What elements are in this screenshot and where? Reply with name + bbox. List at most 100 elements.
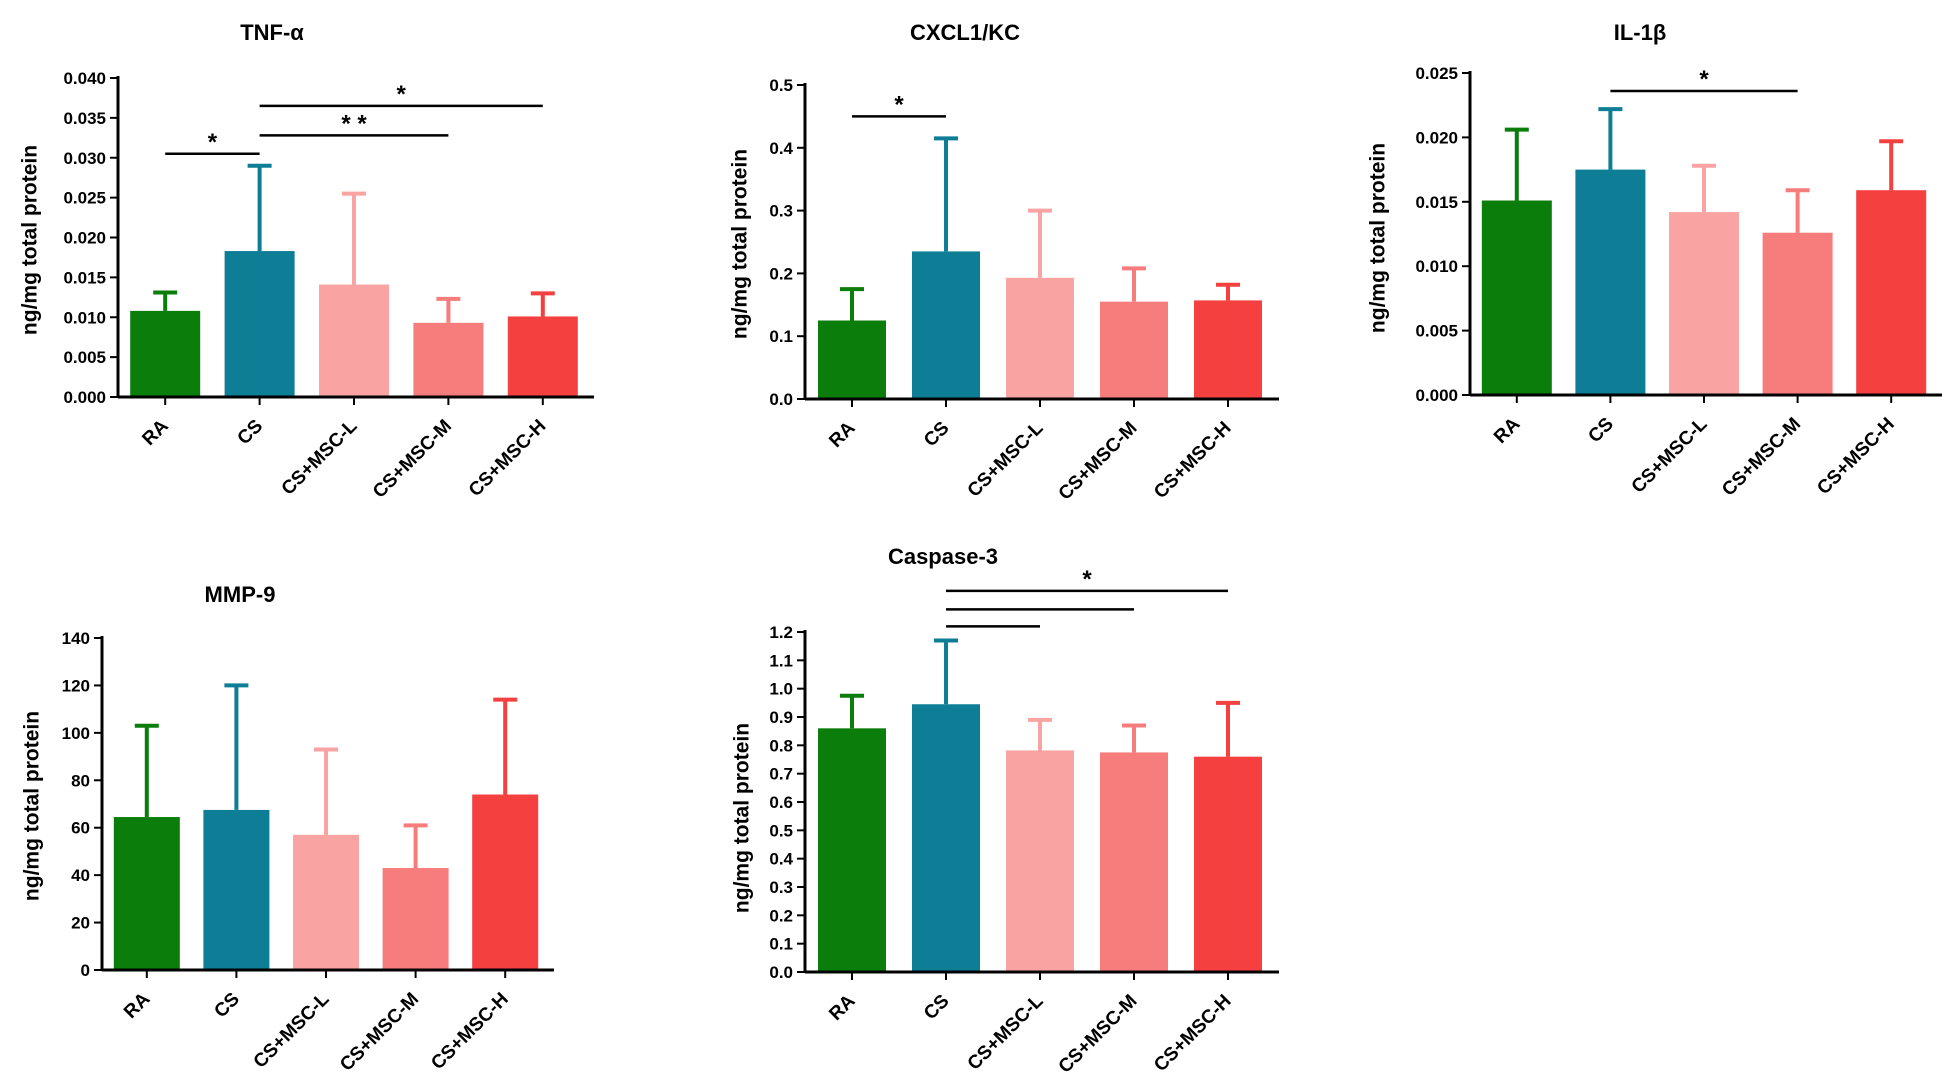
y-axis-label: ng/mg total protein: [730, 723, 753, 913]
y-tick-label: 0.000: [1415, 386, 1458, 405]
x-tick-label: CS+MSC-M: [336, 989, 423, 1076]
y-tick-label: 40: [71, 866, 90, 885]
y-tick-label: 0.6: [769, 793, 793, 812]
panel-tnf-alpha: TNF-α ng/mg total protein 0.000 0.005 0.010 0…: [18, 20, 594, 503]
x-tick-label: RA: [825, 417, 859, 451]
significance-marker: *: [208, 129, 218, 156]
y-tick-label: 0.1: [769, 935, 793, 954]
y-tick-label: 60: [71, 819, 90, 838]
bar-ra: [818, 728, 886, 972]
chart-title: IL-1β: [1614, 20, 1667, 45]
y-tick-label: 1.1: [769, 651, 793, 670]
y-tick-label: 0.005: [1415, 322, 1458, 341]
bar-ra: [818, 320, 886, 399]
y-axis-label: ng/mg total protein: [20, 711, 43, 901]
y-tick-label: 140: [62, 629, 90, 648]
bar-ra: [113, 817, 180, 970]
y-tick-label: 100: [62, 724, 90, 743]
chart-title: Caspase-3: [888, 544, 998, 569]
bar-cs-msc-l: [293, 834, 359, 970]
panel-mmp-9: MMP-9 ng/mg total protein 0 20 40 60 80 100 120 1…: [20, 582, 554, 1076]
x-tick-label: CS: [920, 991, 954, 1025]
panel-il-1-beta: IL-1β ng/mg total protein 0.000 0.005 0.010 0…: [1366, 20, 1942, 501]
bar-cs-msc-h: [1856, 190, 1927, 395]
y-tick-label: 0.7: [769, 765, 793, 784]
y-tick-label: 1.2: [769, 623, 793, 642]
x-tick-label: RA: [825, 990, 859, 1024]
y-tick-label: 0.030: [63, 149, 106, 168]
bar-ra: [130, 310, 201, 397]
x-tick-label: CS: [920, 418, 954, 452]
x-tick-label: CS+MSC-H: [1150, 418, 1235, 503]
y-tick-label: 0.020: [63, 229, 106, 248]
x-tick-label: CS+MSC-L: [964, 990, 1048, 1074]
significance-marker: *: [894, 91, 904, 118]
y-tick-label: 120: [62, 676, 90, 695]
bar-cs-msc-h: [1194, 300, 1262, 399]
y-axis-label: ng/mg total protein: [1366, 143, 1389, 333]
significance-marker: *: [397, 81, 407, 108]
bar-cs-msc-l: [1006, 277, 1074, 399]
bar-cs-msc-m: [382, 868, 449, 970]
x-tick-label: CS: [210, 989, 244, 1023]
y-tick-label: 0.1: [769, 327, 793, 346]
y-tick-label: 0.015: [63, 268, 106, 287]
bar-cs-msc-h: [1194, 756, 1262, 972]
x-tick-label: CS+MSC-H: [427, 989, 512, 1074]
y-tick-label: 0.3: [769, 878, 793, 897]
y-tick-label: 0.040: [63, 69, 106, 88]
axes: [94, 636, 554, 978]
y-tick-label: 0.4: [769, 850, 793, 869]
x-tick-label: CS+MSC-H: [1813, 414, 1898, 499]
x-tick-label: RA: [138, 415, 172, 449]
panel-cxcl1-kc: CXCL1/KC ng/mg total protein 0.0 0.1 0.2 0.3 0…: [728, 20, 1279, 505]
bar-cs: [1575, 169, 1646, 395]
chart-title: TNF-α: [240, 20, 304, 45]
x-tick-label: CS+MSC-M: [1718, 414, 1805, 501]
y-tick-label: 0.015: [1415, 193, 1458, 212]
y-tick-label: 0.3: [769, 202, 793, 221]
x-tick-label: CS+MSC-L: [964, 417, 1048, 501]
y-tick-label: 0.025: [63, 189, 106, 208]
bar-cs: [912, 251, 980, 399]
y-tick-label: 0.5: [769, 76, 793, 95]
bar-cs-msc-h: [472, 794, 539, 970]
axes: [1462, 71, 1942, 403]
y-tick-label: 0.010: [63, 308, 106, 327]
bar-cs-msc-m: [1100, 301, 1168, 399]
y-axis-label: ng/mg total protein: [728, 149, 751, 339]
y-tick-label: 80: [71, 771, 90, 790]
y-tick-label: 0: [81, 961, 90, 980]
bar-cs-msc-l: [1006, 750, 1074, 972]
y-tick-label: 0.0: [769, 963, 793, 982]
x-tick-label: CS+MSC-M: [369, 416, 456, 503]
panel-caspase-3: Caspase-3 ng/mg total protein 0.0 0.1 0.2 0.3…: [730, 544, 1279, 1078]
y-tick-label: 0.000: [63, 388, 106, 407]
x-tick-label: RA: [1490, 413, 1524, 447]
y-tick-label: 0.9: [769, 708, 793, 727]
significance-marker: * *: [341, 110, 367, 137]
bar-cs-msc-m: [1762, 232, 1833, 395]
y-tick-label: 0.005: [63, 348, 106, 367]
bar-cs-msc-h: [507, 316, 578, 397]
x-tick-label: CS+MSC-M: [1055, 418, 1142, 505]
x-tick-label: CS+MSC-M: [1055, 991, 1142, 1078]
y-tick-label: 0.010: [1415, 257, 1458, 276]
y-tick-label: 0.025: [1415, 64, 1458, 83]
x-tick-label: CS: [1584, 414, 1618, 448]
x-tick-label: CS+MSC-L: [278, 415, 362, 499]
bar-cs: [203, 809, 270, 970]
y-tick-label: 1.0: [769, 680, 793, 699]
y-tick-label: 0.8: [769, 736, 793, 755]
axes: [110, 76, 594, 405]
chart-title: CXCL1/KC: [910, 20, 1020, 45]
bar-cs-msc-m: [1100, 752, 1168, 972]
bar-cs-msc-l: [1669, 212, 1739, 395]
x-tick-label: CS+MSC-L: [1628, 413, 1712, 497]
y-tick-label: 0.5: [769, 821, 793, 840]
bar-cs-msc-l: [319, 284, 389, 397]
axes: [797, 630, 1279, 980]
bar-ra: [1481, 200, 1552, 395]
y-tick-label: 0.0: [769, 390, 793, 409]
